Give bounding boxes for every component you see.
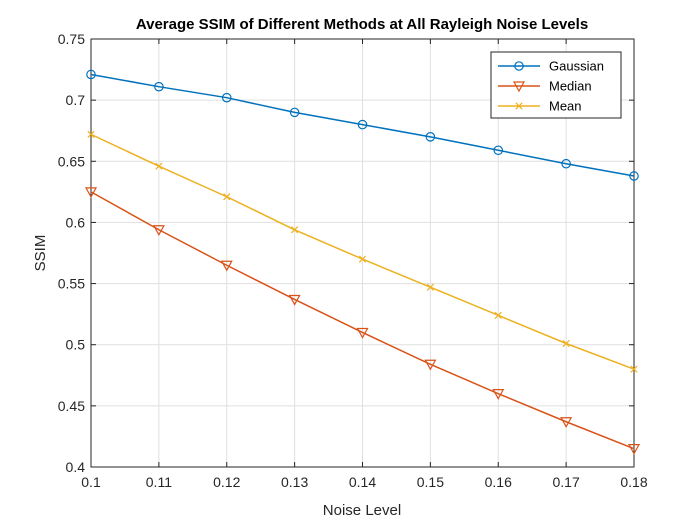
axes-box xyxy=(90,38,635,468)
data-point-median xyxy=(84,187,98,199)
x-tick-labels: 0.1 0.11 0.12 0.13 0.14 0.15 0.16 0.17 0.18 xyxy=(81,474,648,490)
legend-label-median: Median xyxy=(549,79,592,94)
legend-entry-gaussian: Gaussian xyxy=(498,59,604,74)
data-point-median xyxy=(288,294,301,306)
y-tick-label: 0.75 xyxy=(58,31,85,47)
data-point-mean xyxy=(358,255,367,263)
legend-box xyxy=(490,51,622,119)
data-point-mean xyxy=(426,283,434,291)
x-tick-label: 0.14 xyxy=(349,474,376,490)
y-tick-label: 0.7 xyxy=(66,92,86,108)
data-point-median xyxy=(424,359,437,371)
legend-entries: Gaussian Median Mean xyxy=(498,59,604,114)
data-point-gaussian xyxy=(221,92,232,103)
series-line-gaussian xyxy=(90,73,635,177)
x-axis-label: Noise Level xyxy=(323,502,401,519)
data-point-gaussian xyxy=(493,145,504,156)
y-tick-label: 0.5 xyxy=(66,337,86,353)
y-tick-label: 0.4 xyxy=(66,459,86,475)
series-median xyxy=(84,187,641,455)
y-tick-labels: 0.4 0.45 0.5 0.55 0.6 0.65 0.7 0.75 xyxy=(58,31,85,475)
legend-entry-mean: Mean xyxy=(498,99,582,114)
y-tick-label: 0.55 xyxy=(58,276,85,292)
data-point-gaussian xyxy=(357,119,368,130)
legend-entry-median: Median xyxy=(498,79,592,94)
data-point-mean xyxy=(494,311,502,319)
series-line-median xyxy=(90,191,635,450)
x-tick-label: 0.13 xyxy=(281,474,308,490)
data-point-mean xyxy=(155,162,163,170)
legend-marker-gaussian xyxy=(514,61,524,71)
data-point-median xyxy=(560,417,573,428)
y-tick-label: 0.65 xyxy=(58,153,85,169)
legend-label-mean: Mean xyxy=(549,99,582,114)
legend-label-gaussian: Gaussian xyxy=(549,59,604,74)
legend-marker-median xyxy=(512,81,526,93)
x-tick-label: 0.11 xyxy=(146,474,172,490)
data-point-median xyxy=(492,389,505,400)
data-point-mean xyxy=(630,365,638,373)
data-point-mean xyxy=(291,226,299,234)
data-point-mean xyxy=(562,339,570,348)
series-mean xyxy=(87,130,638,373)
data-point-gaussian xyxy=(629,171,639,181)
x-tick-label: 0.17 xyxy=(553,474,580,490)
x-tick-label: 0.15 xyxy=(417,474,444,490)
data-point-gaussian xyxy=(154,81,164,92)
legend: Gaussian Median Mean xyxy=(490,51,622,119)
data-point-median xyxy=(220,260,233,272)
data-point-gaussian xyxy=(561,158,571,169)
data-point-median xyxy=(152,225,165,237)
data-point-gaussian xyxy=(86,69,96,80)
data-point-gaussian xyxy=(425,132,436,142)
y-tick-label: 0.6 xyxy=(66,214,86,230)
chart-title: Average SSIM of Different Methods at All… xyxy=(136,16,588,33)
data-point-gaussian xyxy=(289,107,300,118)
data-point-median xyxy=(356,327,369,339)
x-tick-label: 0.1 xyxy=(81,474,101,490)
x-tick-label: 0.16 xyxy=(485,474,512,490)
x-tick-label: 0.12 xyxy=(213,474,240,490)
data-point-median xyxy=(627,444,641,455)
legend-marker-mean xyxy=(515,102,523,110)
y-axis-label: SSIM xyxy=(32,235,49,272)
y-tick-label: 0.45 xyxy=(58,398,85,414)
data-point-mean xyxy=(223,193,231,201)
data-point-mean xyxy=(87,130,95,139)
series-gaussian xyxy=(86,69,639,181)
series-layer xyxy=(84,69,641,455)
x-tick-label: 0.18 xyxy=(620,474,647,490)
